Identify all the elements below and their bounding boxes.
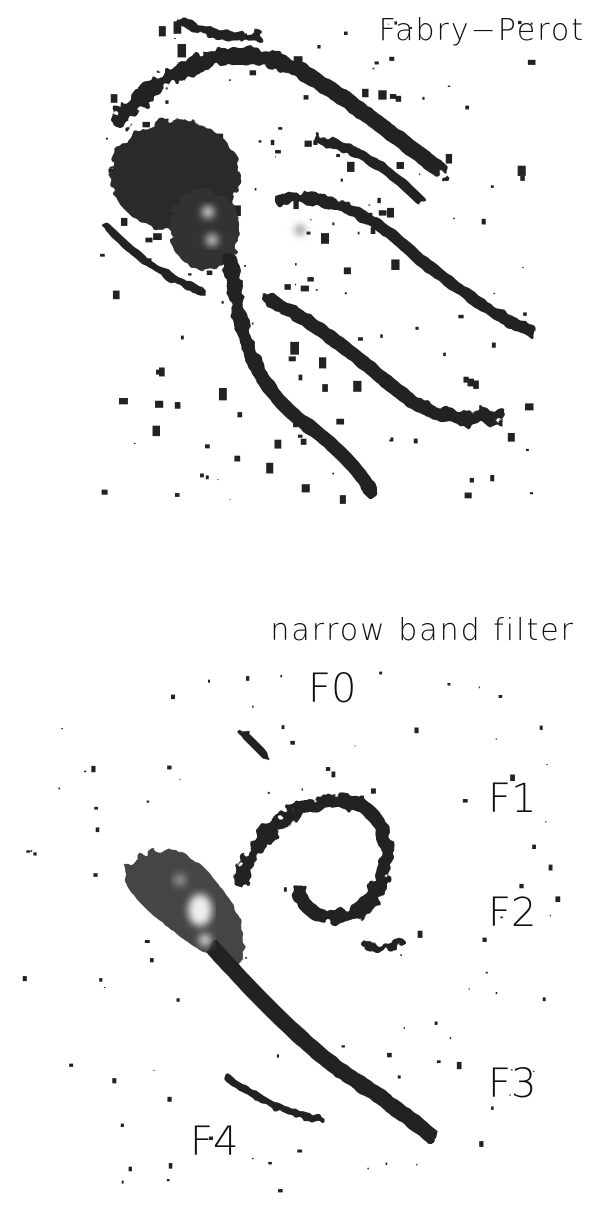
region-label: F3 (488, 1061, 536, 1107)
panel-label: narrow band filter (270, 613, 575, 648)
region-label: F1 (488, 776, 536, 822)
fabry-perot-image (110, 20, 530, 490)
narrow-band-image (124, 735, 430, 1135)
figure: Fabry−Perot narrow band filter F0 F1 F2 … (0, 0, 589, 1215)
region-label: F0 (308, 666, 356, 712)
page: {"panels": [ {"label": "Fabry\u2212Perot… (0, 0, 589, 1215)
region-label: F4 (190, 1119, 238, 1165)
region-label: F2 (488, 890, 536, 936)
panel-label: Fabry−Perot (379, 13, 585, 48)
